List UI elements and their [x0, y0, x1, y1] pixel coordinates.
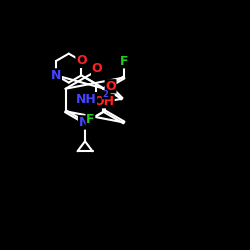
Text: 2: 2: [102, 90, 108, 99]
Text: F: F: [86, 113, 95, 126]
Text: F: F: [120, 55, 128, 68]
Text: O: O: [92, 62, 102, 75]
Text: NH: NH: [76, 92, 96, 106]
Text: N: N: [51, 69, 62, 82]
Text: N: N: [78, 116, 89, 129]
Text: O: O: [76, 54, 87, 67]
Text: OH: OH: [93, 95, 114, 108]
Text: O: O: [105, 80, 116, 93]
